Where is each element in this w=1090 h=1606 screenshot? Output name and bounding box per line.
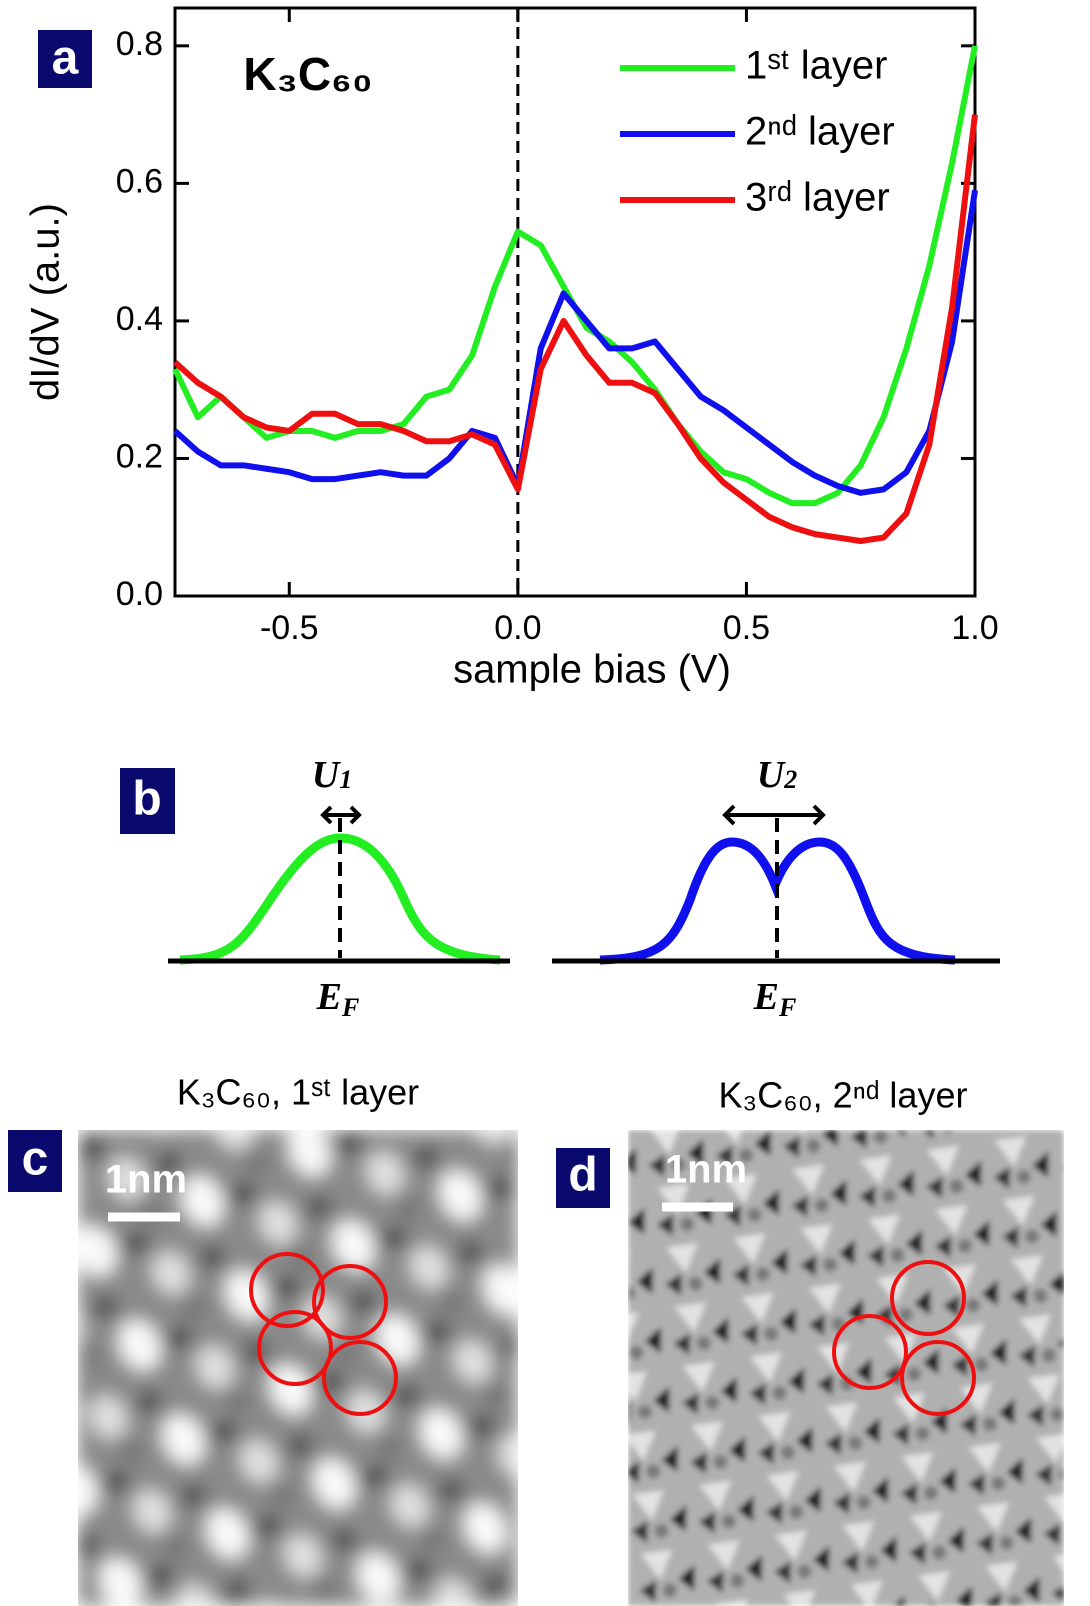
legend-label: 2ⁿᵈ layer bbox=[745, 110, 895, 154]
molecule-markers bbox=[249, 1252, 398, 1416]
gap-label: U2 bbox=[757, 754, 797, 796]
marker bbox=[312, 1264, 388, 1340]
marker bbox=[322, 1340, 398, 1416]
image-title: K₃C₆₀, 1ˢᵗ layer bbox=[177, 1072, 419, 1113]
x-tick-label: 1.0 bbox=[951, 609, 998, 647]
level-symbol: E bbox=[753, 976, 779, 1018]
y-tick-label: 0.0 bbox=[116, 575, 163, 613]
y-tick-label: 0.6 bbox=[116, 162, 163, 200]
panel-label-box bbox=[38, 30, 92, 88]
level-subscript: F bbox=[341, 993, 359, 1022]
marker bbox=[832, 1314, 908, 1390]
panel-label: d bbox=[568, 1149, 597, 1202]
panel-d: K₃C₆₀, 2ⁿᵈ layer d 1nm bbox=[556, 1075, 1064, 1606]
data-line bbox=[172, 189, 978, 496]
gap-arrow bbox=[320, 805, 362, 825]
panel-label-box bbox=[120, 768, 175, 834]
gap-label: U1 bbox=[312, 754, 352, 796]
panel-c: K₃C₆₀, 1ˢᵗ layer c 1nm bbox=[8, 1072, 518, 1606]
scale-bar-label: 1nm bbox=[105, 1158, 187, 1202]
x-tick-label: -0.5 bbox=[260, 609, 319, 647]
spectrum-sketch bbox=[179, 833, 501, 965]
marker bbox=[900, 1340, 976, 1416]
x-tick-label: 0.5 bbox=[723, 609, 770, 647]
level-subscript: F bbox=[778, 993, 796, 1022]
gap-subscript: 2 bbox=[783, 765, 797, 794]
image-title: K₃C₆₀, 2ⁿᵈ layer bbox=[719, 1075, 968, 1116]
legend-label: 3ʳᵈ layer bbox=[745, 176, 890, 220]
panel-label-box bbox=[8, 1130, 62, 1192]
gap-subscript: 1 bbox=[339, 765, 352, 794]
panel-label: c bbox=[22, 1133, 49, 1186]
marker bbox=[257, 1310, 333, 1386]
level-symbol: E bbox=[316, 976, 342, 1018]
y-axis-label: dI/dV (a.u.) bbox=[24, 203, 68, 401]
y-tick-label: 0.2 bbox=[116, 437, 163, 475]
marker bbox=[890, 1260, 966, 1336]
panel-a: a K₃C₆₀ sample bias (V) dI/dV (a.u.) -0.… bbox=[24, 6, 999, 692]
legend-label: 1ˢᵗ layer bbox=[745, 44, 887, 88]
marker bbox=[249, 1252, 325, 1328]
stm-image bbox=[78, 1130, 518, 1606]
y-tick-label: 0.8 bbox=[116, 25, 163, 63]
panel-label-box bbox=[556, 1148, 610, 1208]
gap-arrow bbox=[722, 804, 826, 826]
gap-symbol: U bbox=[312, 754, 342, 796]
x-axis-label: sample bias (V) bbox=[453, 648, 731, 692]
spectrum-sketch bbox=[599, 837, 956, 965]
plot-frame bbox=[173, 6, 977, 598]
scale-bar-label: 1nm bbox=[665, 1148, 747, 1192]
fermi-label: EF bbox=[753, 976, 797, 1022]
chart-title: K₃C₆₀ bbox=[243, 48, 372, 100]
fermi-label: EF bbox=[316, 976, 360, 1022]
gap-symbol: U bbox=[757, 754, 787, 796]
stm-image bbox=[628, 1130, 1064, 1606]
panel-label: a bbox=[52, 32, 79, 85]
panel-b: b U1 EF U2 EF bbox=[120, 754, 1000, 1022]
y-tick-label: 0.4 bbox=[116, 300, 163, 338]
x-tick-label: 0.0 bbox=[494, 609, 541, 647]
data-line bbox=[172, 114, 978, 544]
panel-label: b bbox=[132, 773, 161, 826]
molecule-markers bbox=[832, 1260, 976, 1416]
